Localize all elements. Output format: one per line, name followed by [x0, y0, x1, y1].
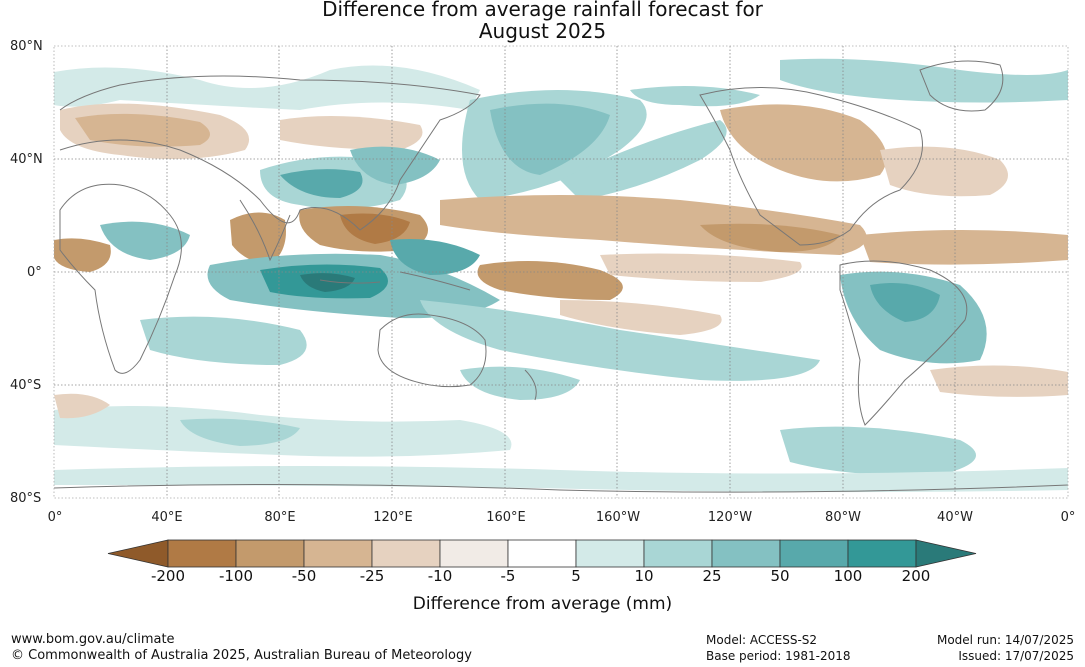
map-title-line2: August 2025: [478, 19, 607, 43]
colorbar-cell: [779, 539, 849, 568]
wet-region-south-indian: [140, 316, 307, 365]
colorbar-tick-label: 200: [901, 567, 931, 585]
wet-region-south-america-core: [870, 282, 940, 322]
gridlines: [54, 46, 1068, 498]
wet-region-japan: [350, 146, 440, 185]
colorbar-cell: [439, 539, 509, 568]
wet-region-china-core: [280, 169, 363, 198]
dry-region-philippine-sea-core: [340, 213, 410, 244]
colorbar-arrow-low: [107, 539, 169, 568]
dry-region-atlantic-itcz: [860, 230, 1068, 265]
lat-label-80n: 80°N: [10, 39, 43, 54]
colorbar-cell: [643, 539, 713, 568]
coastline-australia: [377, 313, 487, 388]
colorbar-cell: [167, 539, 237, 568]
lon-label-160w: 160°W: [595, 510, 641, 525]
map-frame: [53, 45, 1069, 499]
wet-region-new-guinea: [390, 239, 480, 275]
lat-label-0: 0°: [27, 265, 42, 280]
colorbar-tick-label: 10: [634, 567, 654, 585]
footer-copyright: © Commonwealth of Australia 2025, Austra…: [11, 648, 472, 663]
coastline-africa: [59, 183, 182, 374]
anomaly-field: [54, 58, 1068, 493]
colorbar-tick-label: -50: [291, 567, 317, 585]
colorbar-arrow-high: [915, 539, 977, 568]
wet-region-antarctic-atlantic: [780, 426, 976, 476]
colorbar-tick-label: -10: [427, 567, 453, 585]
colorbar-tick-label: -100: [218, 567, 254, 585]
lon-label-0-west: 0°: [47, 510, 63, 525]
dry-region-equatorial-pacific: [477, 261, 623, 300]
wet-region-spcz: [420, 300, 820, 381]
coastline-india: [239, 199, 291, 262]
footer-issued: Issued: 17/07/2025: [958, 649, 1074, 663]
dry-region-south-atlantic: [930, 365, 1068, 397]
wet-region-bering: [630, 86, 760, 107]
wet-region-maritime-peak: [300, 273, 355, 292]
colorbar-tick-label: -5: [500, 567, 516, 585]
lon-label-80w: 80°W: [825, 510, 861, 525]
footer-url[interactable]: www.bom.gov.au/climate: [11, 632, 175, 647]
wet-region-arctic-asia: [54, 65, 480, 110]
footer-base-period: Base period: 1981-2018: [706, 649, 851, 663]
lon-label-120w: 120°W: [707, 510, 753, 525]
coastline-eurasia: [59, 75, 481, 231]
rainfall-anomaly-map: [53, 45, 1069, 499]
dry-region-eurasia-core: [75, 113, 210, 147]
coastline-south-america: [839, 260, 968, 426]
colorbar-cell: [235, 539, 305, 568]
footer-model: Model: ACCESS-S2: [706, 633, 818, 647]
wet-region-ne-pacific: [560, 120, 727, 200]
colorbar-cell: [371, 539, 441, 568]
lat-label-40n: 40°N: [10, 152, 43, 167]
lon-label-160e: 160°E: [486, 510, 526, 525]
dry-region-south-africa: [54, 393, 110, 419]
colorbar-tick-label: 50: [770, 567, 790, 585]
colorbar-cell: [711, 539, 781, 568]
wet-region-east-africa: [100, 221, 190, 260]
lon-label-40e: 40°E: [151, 510, 183, 525]
colorbar-cell: [507, 539, 577, 568]
colorbar-cell: [303, 539, 373, 568]
colorbar-title: Difference from average (mm): [412, 594, 673, 614]
coastline-antarctica: [54, 483, 1068, 493]
colorbar-tick-label: 25: [702, 567, 722, 585]
dry-region-india: [230, 212, 286, 265]
lon-label-120e: 120°E: [373, 510, 413, 525]
lat-label-80s: 80°S: [10, 491, 42, 506]
colorbar-cell: [575, 539, 645, 568]
coastline-indonesia: [319, 271, 471, 291]
coastline-greenland: [919, 60, 1004, 112]
coastline-north-america: [699, 87, 923, 246]
colorbar-tick-label: -25: [359, 567, 385, 585]
map-title-line1: Difference from average rainfall forecas…: [322, 0, 763, 21]
wet-region-southern-ocean-core: [180, 418, 300, 446]
wet-region-north-pacific-core: [490, 103, 610, 175]
lat-label-40s: 40°S: [10, 378, 42, 393]
dry-region-sahel: [54, 238, 111, 272]
dry-region-north-america: [720, 104, 887, 182]
colorbar-tick-label: 100: [833, 567, 863, 585]
colorbar-tick-label: -200: [150, 567, 186, 585]
lon-label-80e: 80°E: [264, 510, 296, 525]
colorbar-cell: [847, 539, 917, 568]
dry-region-eq-pacific-edge: [600, 253, 802, 282]
dry-region-south-pacific: [560, 300, 722, 335]
colorbar-cells: [107, 539, 977, 568]
footer-model-run: Model run: 14/07/2025: [936, 633, 1074, 647]
dry-region-siberia: [280, 116, 423, 150]
wet-region-nz: [460, 366, 580, 400]
lon-label-0-east: 0°: [1060, 510, 1076, 525]
wet-region-antarctic-belt: [54, 466, 1068, 493]
lon-label-40w: 40°W: [937, 510, 973, 525]
colorbar-tick-label: 5: [571, 567, 581, 585]
coastlines: [54, 60, 1068, 493]
